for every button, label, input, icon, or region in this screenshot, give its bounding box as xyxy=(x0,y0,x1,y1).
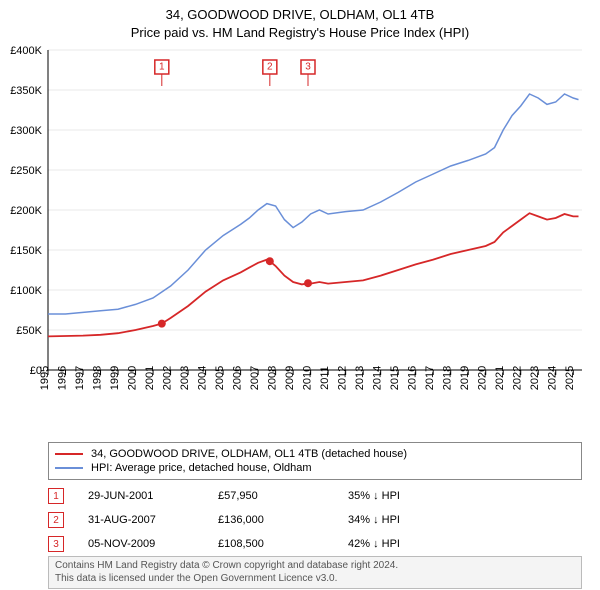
legend-swatch xyxy=(55,453,83,455)
x-tick-label: 2000 xyxy=(127,366,139,390)
y-tick-label: £350K xyxy=(10,85,42,97)
series-property xyxy=(48,213,579,336)
x-tick-label: 1995 xyxy=(39,366,51,390)
event-price: £108,500 xyxy=(218,538,348,550)
event-marker: 2 xyxy=(48,512,64,528)
x-tick-label: 2007 xyxy=(249,366,261,390)
x-tick-label: 1997 xyxy=(74,366,86,390)
x-tick-label: 2017 xyxy=(424,366,436,390)
x-tick-label: 2024 xyxy=(547,366,559,390)
event-marker: 3 xyxy=(48,536,64,552)
x-tick-label: 2020 xyxy=(477,366,489,390)
title-block: 34, GOODWOOD DRIVE, OLDHAM, OL1 4TB Pric… xyxy=(0,0,600,42)
event-row: 3 05-NOV-2009£108,50042% ↓ HPI xyxy=(48,532,582,556)
sale-dot-2 xyxy=(266,257,274,265)
x-tick-label: 2003 xyxy=(179,366,191,390)
legend-label: 34, GOODWOOD DRIVE, OLDHAM, OL1 4TB (det… xyxy=(91,448,407,460)
y-tick-label: £250K xyxy=(10,165,42,177)
x-tick-label: 2013 xyxy=(354,366,366,390)
x-tick-label: 2018 xyxy=(442,366,454,390)
legend-swatch xyxy=(55,467,83,469)
x-tick-label: 2022 xyxy=(512,366,524,390)
y-tick-label: £300K xyxy=(10,125,42,137)
x-tick-label: 2006 xyxy=(232,366,244,390)
x-tick-label: 2002 xyxy=(162,366,174,390)
x-tick-label: 2019 xyxy=(459,366,471,390)
title-address: 34, GOODWOOD DRIVE, OLDHAM, OL1 4TB xyxy=(0,6,600,24)
flag-num-2: 2 xyxy=(267,62,273,73)
x-tick-label: 2025 xyxy=(564,366,576,390)
footer: Contains HM Land Registry data © Crown c… xyxy=(48,556,582,589)
flag-num-1: 1 xyxy=(159,62,165,73)
x-tick-label: 2023 xyxy=(529,366,541,390)
x-tick-label: 2016 xyxy=(407,366,419,390)
y-tick-label: £50K xyxy=(16,325,42,337)
x-tick-label: 2014 xyxy=(372,366,384,390)
chart-svg: £0£50K£100K£150K£200K£250K£300K£350K£400… xyxy=(48,50,582,410)
event-date: 31-AUG-2007 xyxy=(88,514,218,526)
x-tick-label: 2008 xyxy=(267,366,279,390)
x-tick-label: 2010 xyxy=(302,366,314,390)
event-price: £57,950 xyxy=(218,490,348,502)
x-tick-label: 2005 xyxy=(214,366,226,390)
footer-line-2: This data is licensed under the Open Gov… xyxy=(55,573,575,586)
x-tick-label: 1998 xyxy=(92,366,104,390)
event-marker: 1 xyxy=(48,488,64,504)
sale-dot-1 xyxy=(158,320,166,328)
y-tick-label: £100K xyxy=(10,285,42,297)
event-date: 29-JUN-2001 xyxy=(88,490,218,502)
sale-dot-3 xyxy=(304,279,312,287)
x-tick-label: 2015 xyxy=(389,366,401,390)
event-date: 05-NOV-2009 xyxy=(88,538,218,550)
y-tick-label: £150K xyxy=(10,245,42,257)
x-tick-label: 2012 xyxy=(337,366,349,390)
page-root: 34, GOODWOOD DRIVE, OLDHAM, OL1 4TB Pric… xyxy=(0,0,600,590)
legend: 34, GOODWOOD DRIVE, OLDHAM, OL1 4TB (det… xyxy=(48,442,582,480)
title-subtitle: Price paid vs. HM Land Registry's House … xyxy=(0,24,600,42)
x-tick-label: 2004 xyxy=(197,366,209,390)
chart: £0£50K£100K£150K£200K£250K£300K£350K£400… xyxy=(48,50,582,410)
y-tick-label: £200K xyxy=(10,205,42,217)
event-price: £136,000 xyxy=(218,514,348,526)
legend-row: HPI: Average price, detached house, Oldh… xyxy=(55,461,575,475)
x-tick-label: 2001 xyxy=(144,366,156,390)
events: 1 29-JUN-2001£57,95035% ↓ HPI 2 31-AUG-2007… xyxy=(48,484,582,556)
flag-num-3: 3 xyxy=(305,62,311,73)
x-tick-label: 1996 xyxy=(57,366,69,390)
footer-line-1: Contains HM Land Registry data © Crown c… xyxy=(55,560,575,573)
legend-label: HPI: Average price, detached house, Oldh… xyxy=(91,462,312,474)
x-tick-label: 2009 xyxy=(284,366,296,390)
event-delta: 42% ↓ HPI xyxy=(348,538,400,550)
y-tick-label: £400K xyxy=(10,45,42,57)
legend-row: 34, GOODWOOD DRIVE, OLDHAM, OL1 4TB (det… xyxy=(55,447,575,461)
event-delta: 34% ↓ HPI xyxy=(348,514,400,526)
x-tick-label: 2021 xyxy=(494,366,506,390)
series-hpi xyxy=(48,94,579,314)
event-row: 1 29-JUN-2001£57,95035% ↓ HPI xyxy=(48,484,582,508)
event-row: 2 31-AUG-2007£136,00034% ↓ HPI xyxy=(48,508,582,532)
event-delta: 35% ↓ HPI xyxy=(348,490,400,502)
x-tick-label: 1999 xyxy=(109,366,121,390)
